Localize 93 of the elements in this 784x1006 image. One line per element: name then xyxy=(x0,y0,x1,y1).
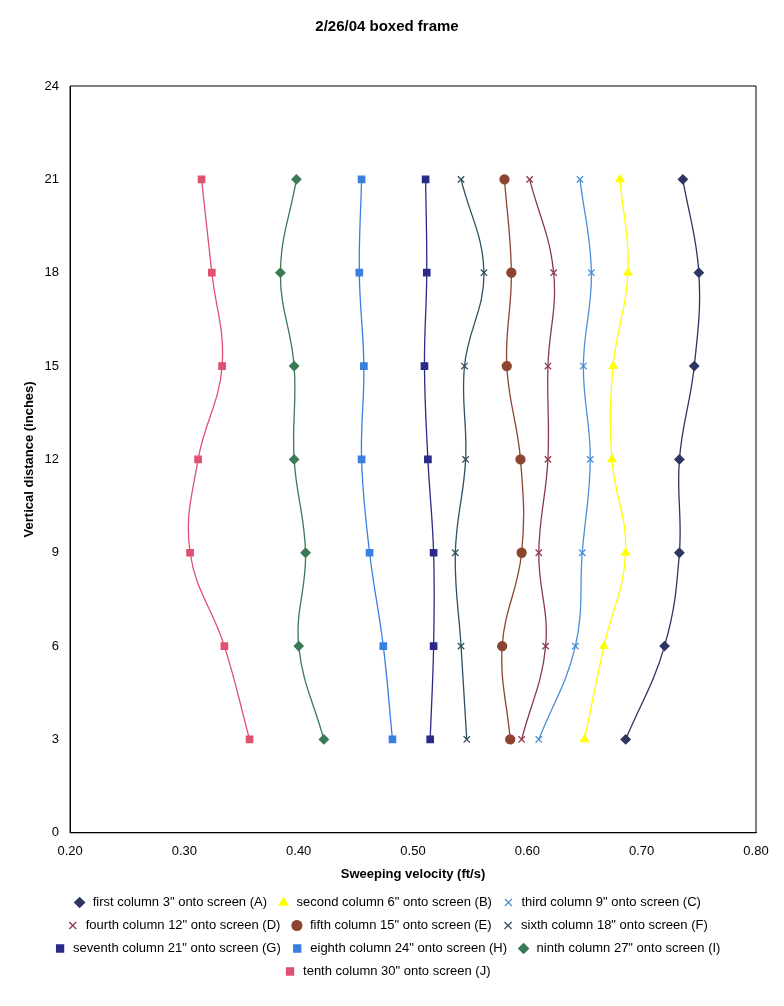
point xyxy=(499,174,510,185)
legend-label: first column 3" onto screen (A) xyxy=(92,894,268,910)
point xyxy=(460,362,469,370)
point xyxy=(300,547,311,558)
legend-label: ninth column 27" onto screen (I) xyxy=(536,940,721,956)
point xyxy=(186,548,194,557)
point xyxy=(544,362,552,370)
point xyxy=(615,174,625,183)
x-tick-label: 0.80 xyxy=(743,843,769,859)
y-tick-label: 3 xyxy=(51,731,60,747)
point xyxy=(451,548,460,557)
legend-label: sixth column 18" onto screen (F) xyxy=(521,917,708,933)
y-tick-label: 15 xyxy=(44,357,60,373)
point xyxy=(571,642,580,650)
point xyxy=(608,360,618,369)
point xyxy=(429,642,438,650)
x-tick-label: 0.30 xyxy=(171,843,198,859)
point xyxy=(355,268,364,277)
x-tick-label: 0.40 xyxy=(286,843,312,859)
x-tick-label: 0.60 xyxy=(514,843,541,859)
point xyxy=(422,268,431,277)
point xyxy=(220,642,229,650)
legend-label: third column 9" onto screen (C) xyxy=(521,894,701,910)
point xyxy=(275,267,286,278)
point xyxy=(587,268,596,277)
x-tick-label: 0.50 xyxy=(400,843,426,859)
y-tick-label: 24 xyxy=(44,77,60,93)
x-tick-label: 0.70 xyxy=(629,843,655,859)
point xyxy=(677,174,688,185)
legend-label: second column 6" onto screen (B) xyxy=(296,894,492,910)
point xyxy=(318,734,330,745)
y-tick-label: 12 xyxy=(44,450,60,466)
point xyxy=(288,454,300,465)
point xyxy=(515,454,526,465)
point xyxy=(462,735,471,744)
point xyxy=(517,735,526,744)
point xyxy=(659,640,670,652)
point xyxy=(360,362,368,370)
legend-label: tenth column 30" onto screen (J) xyxy=(303,963,491,979)
legend-label: seventh column 21" onto screen (G) xyxy=(73,940,281,956)
point xyxy=(674,454,685,465)
point xyxy=(426,735,435,744)
point xyxy=(480,268,488,277)
y-tick-label: 21 xyxy=(44,170,60,186)
point xyxy=(607,454,617,463)
point xyxy=(578,548,587,557)
point xyxy=(586,455,595,464)
point xyxy=(457,642,465,650)
point xyxy=(461,455,470,464)
legend-label: eighth column 24" onto screen (H) xyxy=(310,940,508,956)
chart-title: 2/26/04 boxed frame xyxy=(315,17,459,35)
point xyxy=(623,267,633,276)
x-axis-title: Sweeping velocity (ft/s) xyxy=(340,865,486,881)
point xyxy=(501,360,512,372)
point xyxy=(429,548,438,557)
point xyxy=(534,548,543,557)
point xyxy=(689,360,700,372)
y-tick-label: 0 xyxy=(51,824,60,840)
point xyxy=(516,547,527,558)
point xyxy=(693,267,704,278)
x-tick-label: 0.20 xyxy=(57,843,83,859)
y-tick-label: 6 xyxy=(51,637,60,653)
point xyxy=(420,362,429,370)
point xyxy=(621,547,631,556)
point xyxy=(506,267,517,278)
point xyxy=(207,268,216,277)
point xyxy=(525,175,534,184)
point xyxy=(534,735,543,744)
point xyxy=(579,362,588,370)
legend-label: fourth column 12" onto screen (D) xyxy=(85,917,281,933)
point xyxy=(674,547,685,558)
point xyxy=(457,175,465,184)
point xyxy=(194,455,202,464)
point xyxy=(579,734,590,743)
point xyxy=(541,642,550,650)
y-tick-label: 18 xyxy=(44,264,60,280)
y-axis-title: Vertical distance (inches) xyxy=(21,381,37,538)
point xyxy=(424,455,432,464)
point xyxy=(365,548,374,557)
point xyxy=(544,455,552,464)
point xyxy=(599,640,609,649)
point xyxy=(379,642,388,650)
point xyxy=(291,174,302,185)
legend-label: fifth column 15" onto screen (E) xyxy=(309,917,492,933)
y-tick-label: 9 xyxy=(51,544,60,560)
point xyxy=(576,175,584,184)
point xyxy=(620,734,631,745)
point xyxy=(293,640,304,652)
point xyxy=(549,268,558,277)
point xyxy=(505,734,516,745)
point xyxy=(218,362,226,370)
point xyxy=(497,640,508,652)
point xyxy=(288,360,300,372)
